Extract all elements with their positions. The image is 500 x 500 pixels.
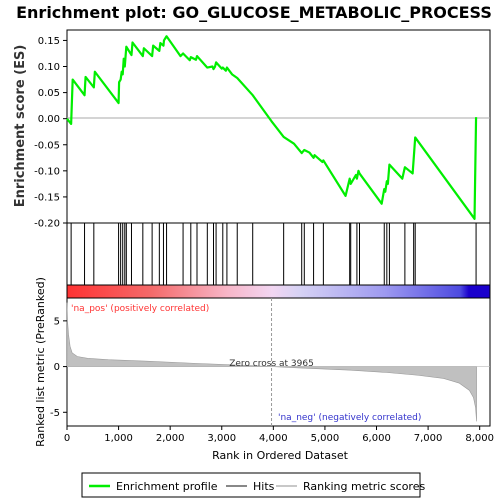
x-tick-label: 0 [64, 433, 70, 444]
es-tick-label: -0.15 [34, 192, 60, 203]
hits-panel-frame [66, 222, 491, 286]
legend-frame [81, 472, 421, 498]
x-tick-label: 2,000 [156, 433, 185, 444]
x-tick-label: 3,000 [207, 433, 236, 444]
es-tick-label: -0.05 [34, 140, 60, 151]
es-axis-ticks: 0.15 0.10 0.05 0.00 -0.05 -0.10 -0.15 -0.20 [34, 36, 67, 230]
es-tick-label: 0.10 [38, 62, 60, 73]
x-tick-label: 5,000 [311, 433, 340, 444]
x-tick-label: 8,000 [465, 433, 494, 444]
hits-markers [70, 223, 477, 285]
chart-title: Enrichment plot: GO_GLUCOSE_METABOLIC_PR… [16, 3, 492, 22]
x-axis-label: Rank in Ordered Dataset [212, 449, 349, 462]
enrichment-profile-line [66, 35, 478, 220]
es-tick-label: 0.15 [38, 36, 60, 47]
x-tick-label: 6,000 [362, 433, 391, 444]
metric-axis-ticks: 5 0 -5 [50, 316, 67, 419]
es-tick-label: 0.05 [38, 88, 60, 99]
x-tick-label: 4,000 [259, 433, 288, 444]
es-tick-label: -0.20 [34, 219, 60, 230]
rank-color-bar [67, 285, 490, 298]
ranking-metric-area [66, 302, 490, 422]
zero-cross-label: Zero cross at 3965 [229, 359, 314, 369]
es-panel-frame [66, 29, 491, 224]
metric-axis-label: Ranked list metric (PreRanked) [34, 277, 47, 447]
enrichment-profile-series [66, 35, 478, 220]
legend: Enrichment profile Hits Ranking metric s… [81, 472, 425, 498]
metric-tick-label: 0 [54, 362, 60, 373]
es-axis-label: Enrichment score (ES) [13, 45, 28, 208]
legend-label-ranking: Ranking metric scores [303, 480, 425, 493]
es-tick-label: 0.00 [38, 114, 60, 125]
legend-label-enrichment: Enrichment profile [116, 480, 218, 493]
metric-tick-label: -5 [50, 408, 60, 419]
x-tick-label: 1,000 [104, 433, 133, 444]
pos-correlated-label: 'na_pos' (positively correlated) [71, 304, 209, 314]
es-tick-label: -0.10 [34, 166, 60, 177]
x-tick-label: 7,000 [414, 433, 443, 444]
x-axis-ticks: 0 1,000 2,000 3,000 4,000 5,000 6,000 7,000 8,00… [64, 426, 494, 444]
metric-tick-label: 5 [54, 316, 60, 327]
legend-label-hits: Hits [253, 480, 275, 493]
neg-correlated-label: 'na_neg' (negatively correlated) [278, 413, 421, 423]
